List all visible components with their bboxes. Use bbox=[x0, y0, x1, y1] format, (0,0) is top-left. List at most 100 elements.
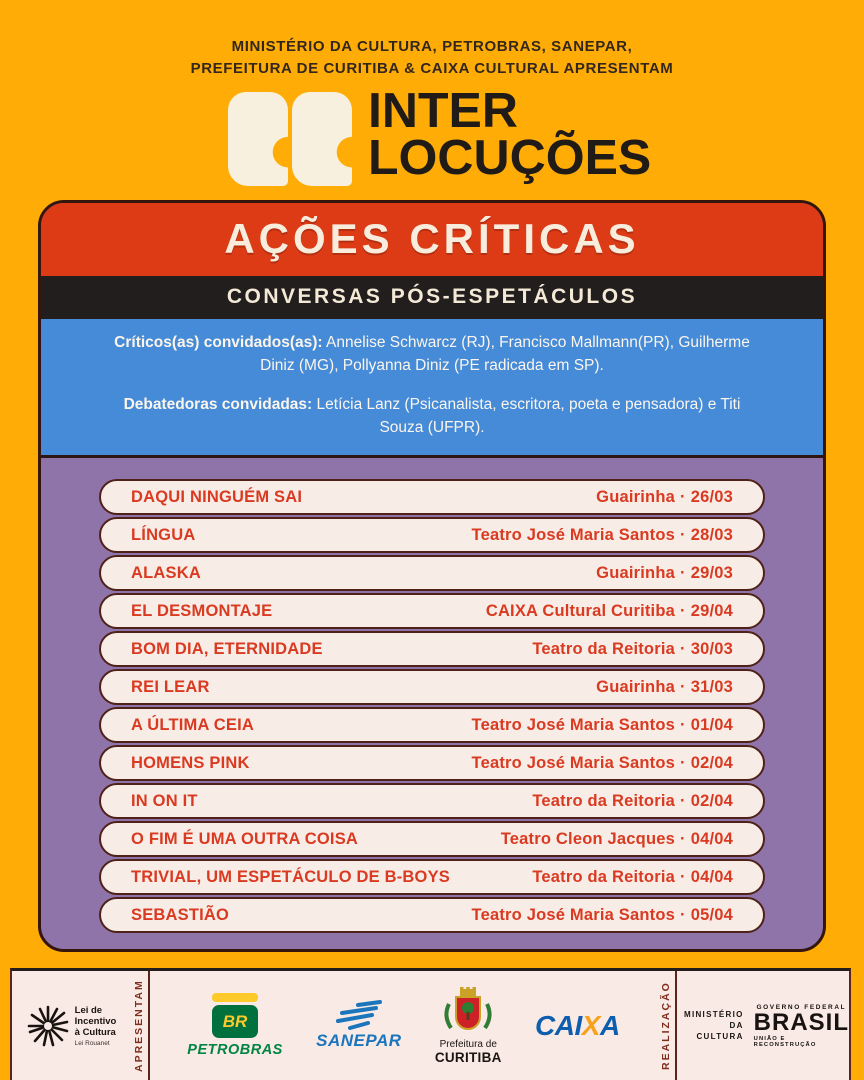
presenters-line-2: PREFEITURA DE CURITIBA & CAIXA CULTURAL … bbox=[190, 60, 674, 77]
caixa-x: X bbox=[581, 1009, 601, 1041]
venue: Guairinha bbox=[596, 563, 675, 582]
sponsor-logos: BR PETROBRAS SANEPAR bbox=[150, 971, 657, 1080]
date: 05/04 bbox=[690, 905, 733, 924]
footer-divider bbox=[675, 971, 677, 1080]
venue: Guairinha bbox=[596, 487, 675, 506]
show-title: ALASKA bbox=[131, 563, 201, 582]
separator-dot: · bbox=[680, 867, 686, 886]
show-title: REI LEAR bbox=[131, 677, 210, 696]
date: 01/04 bbox=[690, 715, 733, 734]
schedule-row: REI LEAR Guairinha · 31/03 bbox=[99, 669, 765, 705]
curitiba-line-2: CURITIBA bbox=[434, 1050, 502, 1065]
separator-dot: · bbox=[680, 487, 686, 506]
schedule-row: LÍNGUA Teatro José Maria Santos · 28/03 bbox=[99, 517, 765, 553]
date: 30/03 bbox=[690, 639, 733, 658]
venue-and-date: Teatro da Reitoria · 04/04 bbox=[532, 868, 733, 887]
schedule-row: HOMENS PINK Teatro José Maria Santos · 02/… bbox=[99, 745, 765, 781]
show-title: A ÚLTIMA CEIA bbox=[131, 715, 254, 734]
venue: Teatro José Maria Santos bbox=[471, 715, 675, 734]
separator-dot: · bbox=[680, 753, 686, 772]
venue-and-date: Guairinha · 31/03 bbox=[596, 678, 733, 697]
separator-dot: · bbox=[680, 677, 686, 696]
caixa-part1: CAI bbox=[535, 1009, 582, 1041]
petrobras-br-text: BR bbox=[222, 1011, 248, 1031]
lei-line-3: à Cultura bbox=[74, 1026, 116, 1038]
show-title: TRIVIAL, UM ESPETÁCULO DE B-BOYS bbox=[131, 867, 450, 886]
critics-label: Críticos(as) convidados(as): bbox=[114, 334, 323, 351]
show-title: SEBASTIÃO bbox=[131, 905, 230, 924]
government-logos: MINISTÉRIO DA CULTURA GOVERNO FEDERAL BR… bbox=[677, 971, 849, 1080]
venue-and-date: Teatro da Reitoria · 02/04 bbox=[532, 792, 733, 811]
schedule-row: BOM DIA, ETERNIDADE Teatro da Reitoria · 3… bbox=[99, 631, 765, 667]
section-title: AÇÕES CRÍTICAS bbox=[41, 203, 823, 276]
schedule-row: EL DESMONTAJE CAIXA Cultural Curitiba · 29… bbox=[99, 593, 765, 629]
critics-names: Annelise Schwarcz (RJ), Francisco Mallma… bbox=[260, 334, 750, 374]
governo-name: BRASIL bbox=[753, 1008, 849, 1036]
sanepar-name: SANEPAR bbox=[316, 1031, 402, 1050]
separator-dot: · bbox=[680, 791, 686, 810]
venue: Teatro José Maria Santos bbox=[471, 905, 675, 924]
venue-and-date: Guairinha · 29/03 bbox=[596, 564, 733, 583]
schedule-list: DAQUI NINGUÉM SAI Guairinha · 26/03 LÍNGUA… bbox=[41, 458, 823, 949]
show-title: HOMENS PINK bbox=[131, 753, 250, 772]
separator-dot: · bbox=[680, 601, 686, 620]
ministerio-cultura-logo: MINISTÉRIO DA CULTURA bbox=[677, 1009, 744, 1042]
schedule-row: O FIM É UMA OUTRA COISA Teatro Cleon Jac… bbox=[99, 821, 765, 857]
schedule-row: TRIVIAL, UM ESPETÁCULO DE B-BOYS Teatro … bbox=[99, 859, 765, 895]
separator-dot: · bbox=[680, 525, 686, 544]
venue: Teatro Cleon Jacques bbox=[500, 829, 675, 848]
venue-and-date: Teatro José Maria Santos · 01/04 bbox=[472, 716, 733, 735]
date: 02/04 bbox=[690, 791, 733, 810]
interlocucoes-logo: INTER LOCUÇÕES bbox=[228, 87, 651, 186]
quote-mark-icon bbox=[228, 92, 288, 186]
venue: Teatro José Maria Santos bbox=[471, 525, 675, 544]
realizacao-label: REALIZAÇÃO bbox=[660, 981, 672, 1070]
ministerio-line-2: CULTURA bbox=[696, 1032, 744, 1041]
caixa-logo: CAIXA bbox=[535, 1010, 620, 1042]
separator-dot: · bbox=[680, 715, 686, 734]
date: 29/04 bbox=[690, 601, 733, 620]
separator-dot: · bbox=[680, 563, 686, 582]
critics-paragraph: Críticos(as) convidados(as): Annelise Sc… bbox=[113, 331, 751, 377]
show-title: IN ON IT bbox=[131, 791, 198, 810]
date: 02/04 bbox=[690, 753, 733, 772]
separator-dot: · bbox=[680, 905, 686, 924]
presenters-line-1: MINISTÉRIO DA CULTURA, PETROBRAS, SANEPA… bbox=[231, 38, 633, 55]
debaters-label: Debatedoras convidadas: bbox=[123, 396, 313, 413]
venue-and-date: Teatro José Maria Santos · 02/04 bbox=[472, 754, 733, 773]
date: 31/03 bbox=[690, 677, 733, 696]
curitiba-crest-icon bbox=[444, 987, 492, 1030]
lei-rouanet-logo: Lei de Incentivo à Cultura Lei Rouanet bbox=[12, 971, 130, 1080]
curitiba-line-1: Prefeitura de bbox=[439, 1039, 497, 1050]
lei-rouanet-star-icon bbox=[27, 1005, 68, 1046]
venue: Teatro da Reitoria bbox=[532, 639, 675, 658]
venue: Teatro da Reitoria bbox=[532, 867, 675, 886]
logo-line-1: INTER bbox=[368, 84, 518, 138]
sanepar-icon bbox=[335, 1000, 382, 1030]
petrobras-name: PETROBRAS bbox=[187, 1042, 283, 1058]
show-title: O FIM É UMA OUTRA COISA bbox=[131, 829, 359, 848]
logo-wordmark: INTER LOCUÇÕES bbox=[368, 84, 652, 185]
logo-line-2: LOCUÇÕES bbox=[368, 131, 652, 185]
guests-info-box: Críticos(as) convidados(as): Annelise Sc… bbox=[41, 319, 823, 458]
venue: CAIXA Cultural Curitiba bbox=[485, 601, 675, 620]
petrobras-br-icon: BR bbox=[212, 1005, 259, 1038]
lei-line-2: Incentivo bbox=[74, 1015, 117, 1027]
sanepar-logo: SANEPAR bbox=[316, 1000, 401, 1051]
date: 28/03 bbox=[690, 525, 733, 544]
caixa-part2: A bbox=[599, 1009, 620, 1041]
main-card: AÇÕES CRÍTICAS CONVERSAS PÓS-ESPETÁCULOS… bbox=[38, 200, 826, 952]
lei-line-1: Lei de bbox=[74, 1004, 103, 1016]
sponsors-footer: Lei de Incentivo à Cultura Lei Rouanet A… bbox=[10, 968, 851, 1080]
lei-rouanet-text: Lei de Incentivo à Cultura Lei Rouanet bbox=[75, 1005, 117, 1047]
schedule-row: A ÚLTIMA CEIA Teatro José Maria Santos · 0… bbox=[99, 707, 765, 743]
section-subtitle: CONVERSAS PÓS-ESPETÁCULOS bbox=[41, 276, 823, 319]
schedule-row: ALASKA Guairinha · 29/03 bbox=[99, 555, 765, 591]
schedule-row: DAQUI NINGUÉM SAI Guairinha · 26/03 bbox=[99, 479, 765, 515]
show-title: LÍNGUA bbox=[131, 525, 196, 544]
venue-and-date: Teatro da Reitoria · 30/03 bbox=[532, 640, 733, 659]
venue-and-date: Teatro Cleon Jacques · 04/04 bbox=[501, 830, 733, 849]
apresentam-label: APRESENTAM bbox=[133, 979, 145, 1072]
venue-and-date: Teatro José Maria Santos · 28/03 bbox=[472, 526, 733, 545]
lei-rouanet-sub: Lei Rouanet bbox=[74, 1039, 110, 1047]
